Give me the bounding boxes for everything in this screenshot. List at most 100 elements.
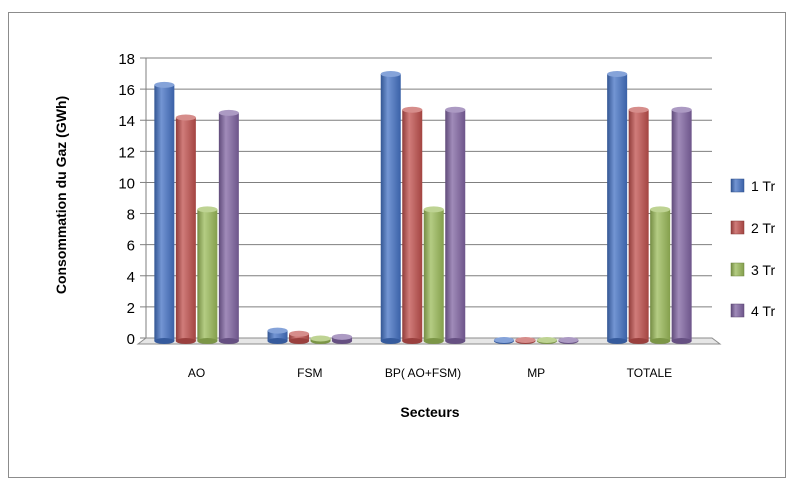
- bar-body: [154, 84, 175, 341]
- legend-label: 4 Tr: [751, 303, 775, 319]
- y-tick-label: 4: [127, 269, 135, 286]
- bar-top: [671, 106, 692, 113]
- bar-base: [423, 338, 444, 344]
- bar: [154, 81, 175, 344]
- bar-top: [536, 337, 557, 343]
- legend-label: 2 Tr: [751, 220, 775, 236]
- legend-item: 2 Tr: [730, 220, 775, 236]
- bar-top: [402, 106, 423, 113]
- bar-body: [423, 209, 444, 341]
- bar-body: [267, 330, 288, 341]
- y-tick-label: 6: [127, 238, 135, 255]
- y-axis-ticks: 0 2 4 6 8 10 12 14 16 18: [118, 51, 135, 348]
- x-axis-title: Secteurs: [400, 404, 459, 420]
- bar-base: [218, 338, 239, 344]
- bar: [558, 337, 579, 344]
- legend-label: 1 Tr: [751, 178, 775, 194]
- bar: [402, 106, 423, 344]
- legend-label: 3 Tr: [751, 262, 775, 278]
- y-tick-label: 18: [118, 51, 135, 68]
- bar-top: [332, 333, 353, 340]
- bars: [154, 71, 692, 344]
- y-tick-label: 12: [118, 144, 135, 161]
- bar-base: [267, 338, 288, 344]
- legend-swatch: [730, 303, 745, 318]
- bar-base: [332, 338, 353, 344]
- bar-top: [218, 109, 239, 116]
- bar-top: [289, 330, 310, 337]
- bar-base: [380, 338, 401, 344]
- bar: [628, 106, 649, 344]
- bar-top: [515, 337, 536, 343]
- bar-top: [423, 206, 444, 213]
- x-tick-label: MP: [527, 366, 545, 380]
- bar: [267, 327, 288, 344]
- bar: [445, 106, 466, 344]
- bar-base: [197, 338, 218, 344]
- x-tick-label: FSM: [297, 366, 322, 380]
- legend: 1 Tr 2 Tr 3 Tr 4 Tr: [730, 178, 775, 319]
- bar-top: [628, 106, 649, 113]
- bar-top: [445, 106, 466, 113]
- bar: [289, 330, 310, 344]
- legend-item: 1 Tr: [730, 178, 775, 194]
- legend-item: 3 Tr: [730, 262, 775, 278]
- bar-top: [380, 71, 401, 77]
- bar-top: [310, 335, 331, 342]
- bar-top: [197, 206, 218, 213]
- bar: [607, 71, 628, 344]
- bar: [310, 335, 331, 344]
- bar-base: [402, 338, 423, 344]
- bar-body: [650, 209, 671, 341]
- y-tick-label: 16: [118, 82, 135, 99]
- bar: [197, 206, 218, 344]
- bar: [671, 106, 692, 344]
- y-tick-label: 14: [118, 113, 135, 130]
- bar-top: [607, 71, 628, 77]
- bar-base: [289, 338, 310, 344]
- bar: [218, 109, 239, 344]
- bar: [493, 337, 514, 344]
- bar: [650, 206, 671, 344]
- legend-swatch: [730, 262, 745, 277]
- x-tick-label: TOTALE: [627, 366, 673, 380]
- bar: [332, 333, 353, 344]
- bar-body: [380, 74, 401, 341]
- bar-body: [445, 109, 466, 342]
- bar-body: [402, 109, 423, 342]
- bar: [175, 114, 196, 344]
- bar-top: [154, 81, 175, 88]
- bar-base: [154, 338, 175, 344]
- legend-swatch: [730, 178, 745, 193]
- bar-body: [607, 74, 628, 341]
- legend-swatch: [730, 220, 745, 235]
- bar-top: [558, 337, 579, 343]
- y-axis-title: Consommation du Gaz (GWh): [53, 96, 69, 294]
- bar-base: [607, 338, 628, 344]
- bar-top: [493, 337, 514, 343]
- bar-body: [197, 209, 218, 341]
- bar: [536, 337, 557, 344]
- x-axis-categories: AO FSM BP( AO+FSM) MP TOTALE: [188, 366, 672, 380]
- bar-body: [671, 109, 692, 342]
- legend-item: 4 Tr: [730, 303, 775, 319]
- bar-base: [175, 338, 196, 344]
- bar-base: [650, 338, 671, 344]
- y-tick-label: 8: [127, 207, 135, 224]
- bar-body: [628, 109, 649, 342]
- bar-base: [628, 338, 649, 344]
- bar: [380, 71, 401, 344]
- y-tick-label: 10: [118, 175, 135, 192]
- y-tick-label: 2: [127, 300, 135, 317]
- bar-body: [175, 117, 196, 341]
- bar-base: [671, 338, 692, 344]
- bar: [515, 337, 536, 344]
- bar-top: [650, 206, 671, 213]
- bar: [423, 206, 444, 344]
- y-tick-label: 0: [127, 331, 135, 348]
- bar-top: [267, 327, 288, 334]
- x-tick-label: AO: [188, 366, 205, 380]
- bar-body: [289, 333, 310, 341]
- bar-base: [445, 338, 466, 344]
